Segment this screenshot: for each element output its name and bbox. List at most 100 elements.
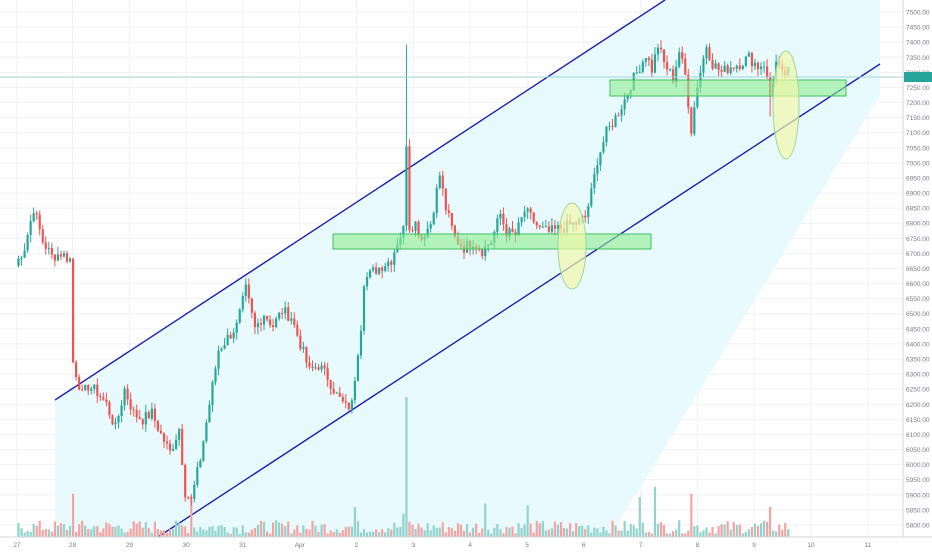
candle-body (741, 65, 744, 69)
volume-bar (608, 533, 611, 537)
candle-body (426, 228, 429, 239)
price-tick-label: 7450.00 (906, 25, 930, 32)
volume-bar (702, 530, 705, 537)
candle-body (268, 319, 272, 326)
candle-body (23, 250, 26, 259)
volume-bar (596, 528, 599, 537)
time-tick-label: 4 (468, 542, 472, 549)
volume-bar (308, 529, 311, 537)
candle-body (338, 392, 341, 397)
volume-bar (508, 527, 511, 537)
volume-bar (20, 528, 23, 537)
volume-bar (293, 529, 296, 537)
volume-bar (432, 525, 435, 537)
volume-bar (320, 524, 323, 537)
candle-body (96, 384, 99, 396)
price-tick-label: 7100.00 (906, 130, 930, 137)
volume-bar (141, 527, 144, 537)
price-tick-label: 6900.00 (906, 191, 930, 198)
candle-body (190, 497, 193, 499)
candle-body (50, 248, 53, 255)
candle-body (287, 307, 290, 321)
candle-body (68, 258, 72, 262)
candle-body (211, 382, 214, 405)
volume-bar (669, 533, 672, 537)
volume-bar (517, 523, 520, 537)
candle-body (641, 61, 644, 72)
volume-bar (565, 528, 569, 537)
time-tick-label: 10 (807, 542, 815, 549)
volume-bar (199, 527, 202, 537)
candle-body (302, 347, 305, 349)
candle-body (178, 428, 181, 440)
candle-body (262, 315, 266, 325)
volume-bar (778, 524, 781, 537)
candle-body (226, 334, 229, 346)
price-tick-label: 7350.00 (906, 55, 930, 62)
candle-body (590, 188, 593, 206)
candle-body (35, 213, 38, 215)
volume-bar (29, 531, 32, 537)
volume-bar (493, 527, 496, 537)
price-tick-label: 6150.00 (906, 417, 930, 424)
candle-body (153, 408, 156, 421)
volume-bar (17, 522, 20, 537)
candle-body (644, 58, 647, 62)
volume-bar (238, 533, 241, 537)
candle-body (253, 312, 256, 328)
volume-bar (487, 529, 490, 537)
volume-bar (617, 530, 620, 537)
candle-body (693, 107, 696, 134)
candle-body (520, 217, 523, 223)
volume-bar (723, 524, 726, 537)
candle-body (614, 115, 617, 127)
volume-bar (756, 525, 760, 537)
candle-body (678, 52, 681, 67)
volume-bar (714, 533, 717, 537)
price-tick-label: 6400.00 (906, 341, 930, 348)
volume-bar (505, 527, 508, 537)
candle-body (120, 405, 123, 416)
candle-body (508, 228, 511, 237)
candle-body (387, 261, 390, 267)
volume-bar (672, 531, 675, 537)
candle-body (326, 368, 329, 380)
candle-body (81, 389, 84, 391)
candle-body (75, 362, 78, 377)
price-tick-label: 7250.00 (906, 85, 930, 92)
volume-bar (705, 527, 708, 537)
volume-bar (738, 524, 741, 537)
candle-body (196, 467, 199, 485)
candle-body (41, 229, 44, 243)
volume-bar (450, 528, 453, 537)
candle-body (672, 69, 675, 83)
candle-body (256, 323, 260, 328)
volume-bar (638, 497, 641, 537)
volume-bar (578, 526, 581, 537)
volume-bar (223, 527, 226, 537)
price-tick-label: 7050.00 (906, 145, 930, 152)
candle-body (296, 324, 299, 336)
volume-bar (590, 532, 593, 537)
time-tick-label: 28 (69, 542, 77, 549)
price-tick-label: 7150.00 (906, 115, 930, 122)
volume-bar (435, 527, 438, 537)
candle-body (353, 381, 357, 401)
volume-bar (584, 529, 587, 537)
volume-bar (502, 533, 505, 537)
candle-body (281, 312, 284, 314)
support-zone (332, 233, 652, 250)
candle-body (532, 212, 535, 223)
price-tick-label: 7200.00 (906, 100, 930, 107)
volume-bar (338, 532, 341, 537)
volume-bar (108, 523, 111, 537)
candle-body (259, 323, 263, 325)
candle-body (650, 59, 654, 73)
price-tick-label: 7400.00 (906, 40, 930, 47)
volume-bar (111, 526, 114, 537)
volume-bar (402, 513, 405, 537)
candle-body (53, 254, 56, 261)
volume-bar (405, 397, 408, 537)
